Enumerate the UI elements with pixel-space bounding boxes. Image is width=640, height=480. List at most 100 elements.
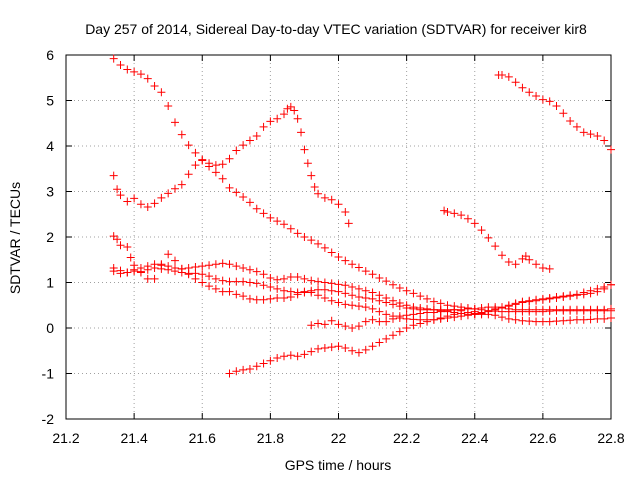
data-points (109, 54, 615, 378)
data-point (375, 338, 384, 347)
data-point (286, 273, 295, 282)
data-point (375, 296, 384, 305)
data-point (334, 253, 343, 262)
data-point (280, 110, 288, 119)
data-point (518, 305, 527, 314)
data-point (113, 235, 122, 244)
data-point (314, 285, 323, 294)
data-point (177, 268, 186, 277)
data-point (273, 275, 282, 284)
series-track-9 (494, 71, 615, 154)
data-point (109, 232, 118, 241)
data-point (498, 313, 506, 322)
x-tick-label: 21.6 (189, 430, 216, 446)
data-point (280, 286, 288, 295)
data-point (532, 305, 541, 314)
data-point (402, 286, 411, 295)
data-point (239, 365, 248, 374)
data-point (348, 291, 357, 300)
data-point (191, 269, 200, 278)
data-point (552, 317, 561, 326)
data-point (409, 289, 418, 298)
x-tick-label: 22.8 (597, 430, 624, 446)
data-point (382, 298, 391, 307)
data-point (334, 200, 343, 209)
data-point (113, 185, 122, 194)
series-track-2 (109, 102, 353, 228)
data-point (457, 211, 466, 220)
data-point (416, 309, 425, 318)
series-track-8 (440, 206, 554, 273)
data-point (307, 171, 316, 180)
data-point (361, 286, 370, 295)
data-point (150, 263, 159, 272)
data-point (477, 226, 486, 235)
data-point (297, 128, 306, 137)
data-point (245, 294, 254, 303)
data-point (293, 352, 302, 361)
data-point (559, 305, 568, 314)
data-point (525, 296, 534, 305)
data-point (293, 229, 302, 238)
data-point (389, 280, 397, 289)
y-tick-label: 6 (46, 47, 54, 63)
data-point (327, 286, 336, 295)
data-point (341, 256, 350, 265)
data-point (334, 287, 343, 296)
data-point (184, 170, 193, 179)
data-point (361, 267, 370, 276)
data-point (123, 268, 132, 277)
data-point (436, 313, 445, 322)
data-point (218, 259, 227, 268)
data-point (511, 260, 520, 269)
data-point (211, 284, 220, 293)
data-point (307, 286, 316, 295)
data-point (416, 319, 425, 328)
data-point (266, 273, 275, 282)
data-point (586, 305, 595, 314)
data-point (443, 312, 452, 321)
data-point (566, 316, 575, 325)
data-point (382, 317, 391, 326)
data-point (579, 128, 588, 137)
data-point (600, 305, 609, 314)
data-point (354, 293, 363, 302)
data-point (239, 292, 248, 301)
data-point (266, 294, 275, 303)
data-point (334, 298, 343, 307)
data-point (518, 297, 527, 306)
data-point (307, 276, 316, 285)
data-point (375, 273, 384, 282)
data-point (470, 307, 479, 316)
data-point (150, 81, 159, 90)
data-point (572, 305, 581, 314)
data-point (259, 270, 268, 279)
data-point (566, 305, 575, 314)
data-point (303, 159, 312, 168)
data-point (143, 74, 152, 83)
data-point (290, 106, 299, 115)
data-point (607, 145, 615, 154)
data-point (402, 303, 411, 312)
data-point (300, 145, 309, 154)
data-point (320, 278, 329, 287)
data-point (218, 276, 227, 285)
y-tick-label: 1 (46, 275, 54, 291)
x-axis-label: GPS time / hours (285, 457, 392, 473)
data-point (198, 278, 207, 287)
data-point (518, 316, 527, 325)
data-point (368, 315, 377, 324)
data-point (259, 122, 268, 131)
data-point (532, 260, 541, 269)
data-point (211, 161, 220, 170)
data-point (525, 317, 534, 326)
data-point (344, 219, 353, 228)
data-point (402, 324, 411, 332)
data-point (477, 303, 486, 312)
x-tick-label: 22.6 (529, 430, 556, 446)
data-point (491, 303, 500, 312)
data-point (239, 263, 248, 272)
data-point (266, 117, 275, 126)
data-point (545, 264, 554, 273)
data-point (361, 293, 370, 302)
